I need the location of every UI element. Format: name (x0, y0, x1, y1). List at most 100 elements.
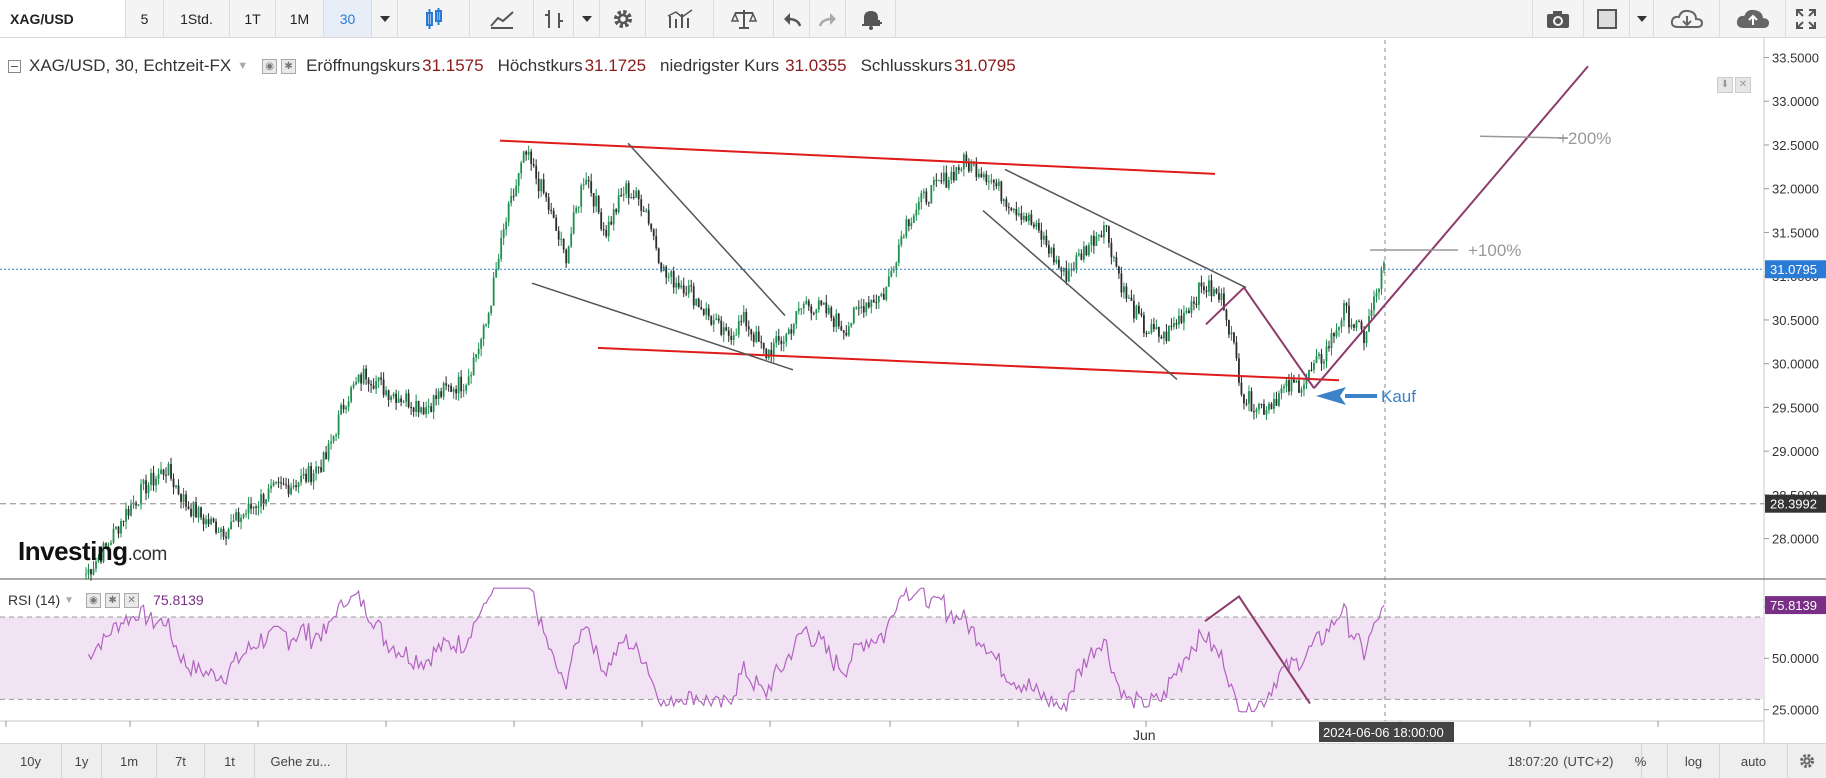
candle (690, 279, 693, 293)
timeframe-30[interactable]: 30 (324, 0, 372, 37)
candle (522, 150, 525, 163)
alert-bell-icon[interactable] (846, 0, 896, 37)
candle-body (685, 293, 688, 295)
layout-dropdown-icon[interactable] (1630, 0, 1654, 37)
candle-body (362, 368, 365, 384)
candle (840, 320, 843, 332)
scale-icon[interactable] (714, 0, 774, 37)
rsi-settings-icon[interactable]: ✱ (105, 592, 121, 608)
candle (265, 498, 267, 507)
candle-body (422, 407, 425, 415)
candle-body (1278, 393, 1280, 406)
candle (442, 381, 445, 401)
range-7t[interactable]: 7t (157, 744, 205, 778)
candle (655, 228, 658, 251)
chart-close-icon[interactable]: ✕ (1735, 77, 1751, 93)
candle-body (775, 336, 778, 344)
candle-body (1087, 245, 1090, 256)
range-1y[interactable]: 1y (62, 744, 102, 778)
candle-body (370, 383, 373, 386)
gear-icon[interactable] (600, 0, 646, 37)
candle (352, 381, 355, 390)
undo-icon[interactable] (774, 0, 810, 37)
indicators-icon[interactable] (646, 0, 714, 37)
rsi-dropdown-icon[interactable]: ▼ (64, 594, 75, 606)
fullscreen-icon[interactable] (1786, 0, 1826, 37)
time-axis[interactable]: Jun (5, 721, 1659, 743)
candle-body (470, 375, 473, 377)
legend-dropdown-icon[interactable]: ▼ (237, 60, 249, 72)
candle-body (612, 209, 615, 225)
range-1m[interactable]: 1m (102, 744, 157, 778)
candle (837, 312, 840, 330)
collapse-legend-icon[interactable] (8, 59, 21, 73)
chart-scroll-down-icon[interactable]: ⬇ (1717, 77, 1733, 93)
clock-display[interactable]: 18:07:20 (UTC+2) (1480, 744, 1642, 778)
candle (832, 315, 835, 332)
goto-button[interactable]: Gehe zu... (255, 744, 347, 778)
range-1t[interactable]: 1t (205, 744, 255, 778)
candle (125, 502, 127, 530)
candle-body (662, 266, 665, 272)
cloud-download-icon[interactable] (1654, 0, 1720, 37)
candle-body (167, 463, 170, 476)
candle (640, 194, 643, 217)
candle-body (1153, 323, 1155, 330)
candle (1145, 330, 1148, 338)
timeframe-1t[interactable]: 1T (230, 0, 276, 37)
candle (1128, 294, 1130, 299)
percent-scale-toggle[interactable]: % (1614, 744, 1668, 778)
settings-gear-icon[interactable] (1788, 744, 1826, 778)
candle (1208, 275, 1210, 296)
timeframe-1m[interactable]: 1M (276, 0, 324, 37)
candle-body (772, 343, 775, 357)
candle (565, 248, 568, 268)
candle (1143, 311, 1145, 338)
bar-chart-icon[interactable] (534, 0, 574, 37)
redo-icon[interactable] (810, 0, 846, 37)
candle-body (975, 162, 978, 177)
timeframe-5[interactable]: 5 (126, 0, 164, 37)
rsi-visibility-icon[interactable]: ◉ (86, 592, 102, 608)
rsi-close-icon[interactable]: ✕ (124, 592, 140, 608)
layout-icon[interactable] (1584, 0, 1630, 37)
candle (937, 179, 940, 182)
legend-settings-icon[interactable]: ✱ (281, 58, 297, 74)
candle-body (267, 488, 270, 500)
candle (170, 457, 172, 481)
candle (835, 308, 838, 333)
candle-body (1303, 384, 1305, 390)
candle-body (232, 520, 235, 522)
candle (222, 525, 225, 540)
candle-body (390, 396, 393, 400)
legend-visibility-icon[interactable]: ◉ (262, 58, 278, 74)
candle-body (1010, 208, 1013, 211)
auto-scale-toggle[interactable]: auto (1720, 744, 1788, 778)
log-scale-toggle[interactable]: log (1668, 744, 1720, 778)
timeframe-dropdown-icon[interactable] (372, 0, 398, 37)
line-chart-icon[interactable] (470, 0, 534, 37)
candle (345, 405, 348, 414)
candle-body (1188, 310, 1190, 314)
range-10y[interactable]: 10y (0, 744, 62, 778)
timeframe-1std[interactable]: 1Std. (164, 0, 230, 37)
candle (822, 302, 825, 306)
symbol-field[interactable]: XAG/USD (0, 0, 126, 37)
candle (205, 514, 207, 529)
candle-body (465, 385, 468, 391)
candle (1055, 255, 1058, 265)
camera-icon[interactable] (1532, 0, 1584, 37)
candle-body (720, 320, 723, 335)
candle (917, 196, 920, 216)
candle (402, 399, 405, 404)
candle-body (385, 390, 388, 396)
candle-body (1325, 346, 1328, 362)
candle (872, 294, 875, 304)
rsi-last-badge: 75.8139 (1770, 598, 1817, 613)
cloud-upload-icon[interactable] (1720, 0, 1786, 37)
chart-type-dropdown-icon[interactable] (574, 0, 600, 37)
price-axis[interactable] (1764, 38, 1826, 579)
candlestick-icon[interactable] (398, 0, 470, 37)
candle-body (185, 494, 187, 507)
